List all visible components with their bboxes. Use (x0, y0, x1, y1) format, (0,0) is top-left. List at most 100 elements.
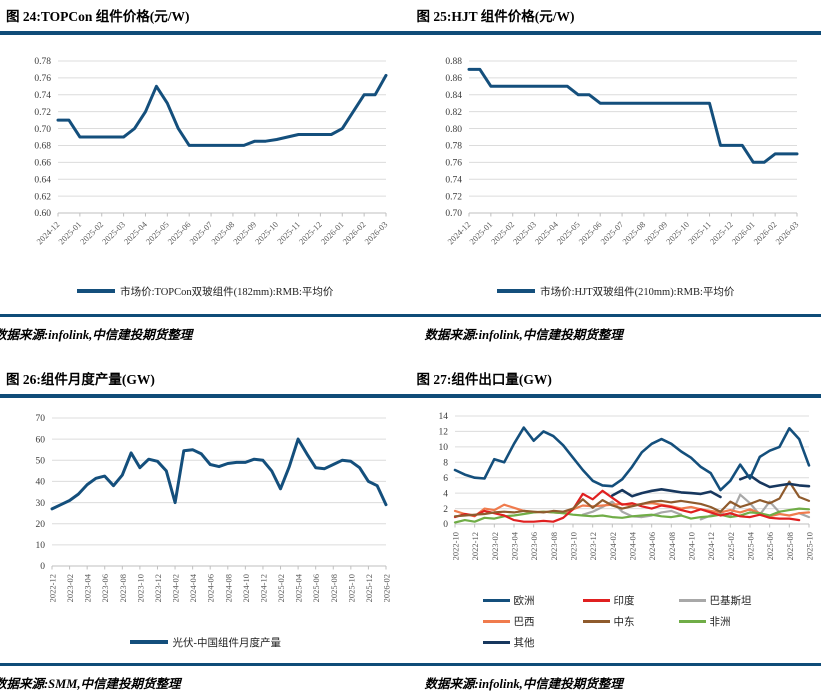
svg-text:2022-10: 2022-10 (450, 532, 460, 560)
svg-text:8: 8 (443, 458, 448, 468)
legend-item-india: 印度 (583, 593, 679, 608)
svg-text:10: 10 (36, 541, 46, 551)
svg-text:2023-10: 2023-10 (568, 532, 578, 560)
svg-text:2023-06: 2023-06 (529, 532, 539, 560)
svg-text:2025-02: 2025-02 (78, 219, 105, 246)
svg-text:0.62: 0.62 (34, 192, 51, 202)
figure-24-legend: 市场价:TOPCon双玻组件(182mm):RMB:平均价 (0, 282, 411, 300)
figure-27-source-caption: 数据来源:infolink,中信建投期货整理 (405, 666, 623, 692)
legend-line-swatch (679, 599, 706, 602)
svg-text:0.74: 0.74 (445, 175, 462, 185)
svg-text:0.60: 0.60 (34, 209, 51, 219)
svg-text:2024-04: 2024-04 (627, 531, 637, 560)
svg-text:0.72: 0.72 (445, 192, 462, 202)
svg-text:2025-06: 2025-06 (166, 219, 193, 246)
legend-label: 欧洲 (514, 593, 535, 608)
svg-text:2025-08: 2025-08 (620, 219, 647, 246)
legend-label: 巴西 (514, 614, 535, 629)
svg-text:2024-12: 2024-12 (258, 574, 268, 602)
legend-line-swatch (130, 640, 168, 644)
svg-text:2025-02: 2025-02 (276, 574, 286, 602)
svg-text:20: 20 (36, 520, 46, 530)
legend-line-swatch (497, 289, 535, 293)
svg-text:6: 6 (443, 474, 448, 484)
title-rule (0, 31, 411, 35)
svg-text:0.76: 0.76 (445, 159, 462, 169)
svg-text:2024-02: 2024-02 (607, 532, 617, 560)
svg-text:2025-10: 2025-10 (804, 532, 814, 560)
svg-text:2023-02: 2023-02 (65, 574, 75, 602)
svg-text:0.82: 0.82 (445, 108, 462, 118)
legend-label: 非洲 (710, 614, 731, 629)
svg-text:2025-05: 2025-05 (144, 219, 171, 246)
caption-row-bottom: 数据来源:SMM,中信建投期货整理 数据来源:infolink,中信建投期货整理 (0, 666, 821, 692)
svg-text:2024-12: 2024-12 (445, 219, 472, 246)
title-rule (0, 394, 411, 398)
figure-26-source-caption: 数据来源:SMM,中信建投期货整理 (0, 666, 405, 692)
svg-text:2024-06: 2024-06 (647, 532, 657, 560)
svg-text:2025-11: 2025-11 (275, 219, 302, 246)
legend-item-middle-east: 中东 (583, 614, 679, 629)
svg-text:2025-12: 2025-12 (707, 219, 734, 246)
legend-line-swatch (583, 620, 610, 623)
svg-text:0.72: 0.72 (34, 108, 51, 118)
legend-line-swatch (483, 599, 510, 602)
svg-text:2024-02: 2024-02 (171, 574, 181, 602)
svg-text:2024-12: 2024-12 (706, 532, 716, 560)
svg-text:0.70: 0.70 (34, 125, 51, 135)
svg-text:2026-03: 2026-03 (773, 219, 800, 246)
title-rule (411, 394, 821, 398)
svg-text:2024-10: 2024-10 (686, 532, 696, 560)
svg-text:2026-02: 2026-02 (340, 219, 367, 246)
legend-label: 光伏-中国组件月度产量 (173, 635, 282, 650)
svg-text:0.86: 0.86 (445, 74, 462, 84)
figure-26-title: 图 26:组件月度产量(GW) (0, 343, 411, 394)
svg-text:2025-06: 2025-06 (576, 219, 603, 246)
svg-text:10: 10 (438, 443, 448, 453)
svg-text:12: 12 (438, 428, 448, 438)
svg-text:2024-10: 2024-10 (241, 574, 251, 602)
svg-text:0.66: 0.66 (34, 159, 51, 169)
svg-text:30: 30 (36, 499, 46, 509)
svg-text:2024-08: 2024-08 (666, 532, 676, 560)
svg-text:2025-06: 2025-06 (765, 532, 775, 560)
legend-item-africa: 非洲 (679, 614, 799, 629)
svg-text:2025-05: 2025-05 (554, 219, 581, 246)
legend-label: 市场价:HJT双玻组件(210mm):RMB:平均价 (540, 284, 734, 299)
svg-text:2025-04: 2025-04 (294, 573, 304, 602)
figure-25-legend: 市场价:HJT双玻组件(210mm):RMB:平均价 (411, 282, 821, 300)
legend-label: 印度 (614, 593, 635, 608)
legend-label: 其他 (514, 635, 535, 650)
svg-text:2026-03: 2026-03 (362, 219, 389, 246)
svg-text:70: 70 (36, 414, 46, 424)
svg-text:2025-10: 2025-10 (253, 219, 280, 246)
svg-text:2025-07: 2025-07 (598, 219, 625, 246)
legend-label: 中东 (614, 614, 635, 629)
svg-text:2022-12: 2022-12 (48, 574, 58, 602)
svg-text:2023-04: 2023-04 (509, 531, 519, 560)
legend-line-swatch (483, 620, 510, 623)
figure-25-title: 图 25:HJT 组件价格(元/W) (411, 0, 821, 31)
svg-text:2023-04: 2023-04 (83, 573, 93, 602)
svg-text:2026-02: 2026-02 (382, 574, 392, 602)
svg-text:2025-12: 2025-12 (297, 219, 324, 246)
svg-text:2024-08: 2024-08 (223, 574, 233, 602)
svg-text:2023-12: 2023-12 (153, 574, 163, 602)
svg-text:0: 0 (40, 562, 45, 572)
svg-text:2025-08: 2025-08 (209, 219, 236, 246)
svg-text:2023-08: 2023-08 (548, 532, 558, 560)
svg-text:2025-03: 2025-03 (100, 219, 127, 246)
svg-text:2024-12: 2024-12 (34, 219, 61, 246)
svg-text:0.70: 0.70 (445, 209, 462, 219)
svg-text:2025-09: 2025-09 (642, 219, 669, 246)
svg-text:40: 40 (36, 478, 46, 488)
svg-text:2023-02: 2023-02 (489, 532, 499, 560)
